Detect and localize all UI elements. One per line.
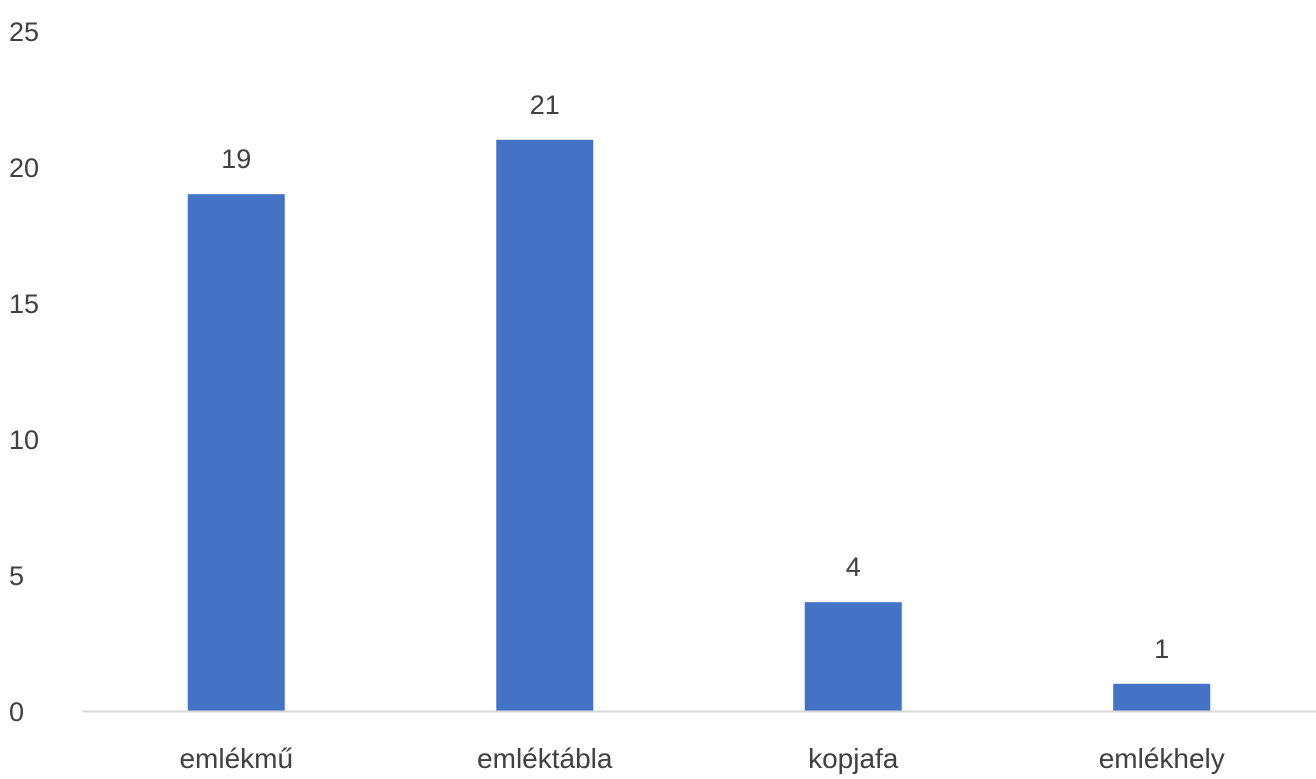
data-labels-group: 19 21 4 1 (221, 90, 1169, 664)
x-category-label: emlékmű (179, 743, 293, 774)
bar-2 (804, 602, 902, 711)
data-label: 1 (1154, 634, 1169, 664)
y-tick-label: 25 (9, 17, 39, 47)
data-label: 21 (530, 90, 560, 120)
y-axis-ticks: 0 5 10 15 20 25 (9, 17, 39, 727)
bar-0 (187, 194, 285, 711)
y-tick-label: 20 (9, 153, 39, 183)
y-tick-label: 10 (9, 425, 39, 455)
x-axis-category-labels: emlékmű emléktábla kopjafa emlékhely (179, 743, 1224, 774)
x-category-label: emléktábla (477, 743, 613, 774)
x-category-label: emlékhely (1099, 743, 1225, 774)
bars-group (187, 139, 1211, 712)
bar-1 (496, 139, 594, 712)
x-category-label: kopjafa (808, 743, 899, 774)
y-tick-label: 0 (9, 697, 24, 727)
data-label: 19 (221, 144, 251, 174)
y-tick-label: 15 (9, 289, 39, 319)
bar-3 (1113, 683, 1211, 711)
y-tick-label: 5 (9, 561, 24, 591)
data-label: 4 (846, 552, 861, 582)
